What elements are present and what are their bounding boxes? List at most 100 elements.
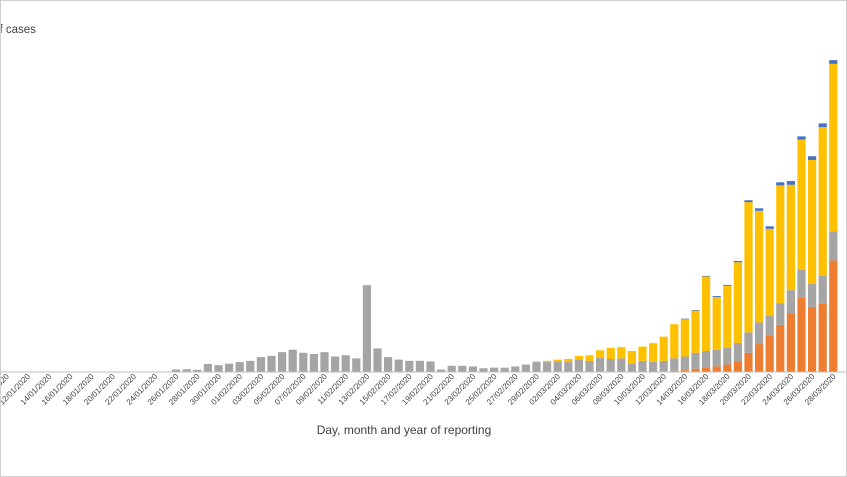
bar-segment-europe-68 — [702, 276, 711, 351]
bar-segment-asia-36 — [362, 285, 371, 372]
bar-segment-europe-69 — [712, 296, 721, 350]
bar-segment-america-75 — [776, 324, 785, 372]
bar-segment-asia-54 — [553, 361, 562, 372]
bar-segment-asia-34 — [341, 355, 350, 372]
bar-segment-asia-65 — [670, 358, 679, 371]
bar-segment-asia-39 — [394, 359, 403, 372]
bar-segment-asia-33 — [331, 356, 340, 372]
bar-segment-asia-73 — [755, 322, 764, 345]
bar-segment-asia-29 — [288, 349, 297, 372]
bar-segment-asia-66 — [680, 356, 689, 371]
bar-segment-europe-59 — [606, 347, 615, 359]
bar-segment-asia-68 — [702, 350, 711, 368]
bar-segment-asia-52 — [532, 362, 541, 372]
bar-segment-oceania-74 — [765, 226, 774, 229]
bar-segment-america-65 — [670, 370, 679, 372]
bar-segment-oceania-68 — [702, 275, 711, 277]
bar-segment-europe-61 — [627, 350, 636, 364]
x-axis-title: Day, month and year of reporting — [317, 423, 492, 437]
bar-segment-asia-27 — [267, 355, 276, 372]
bar-segment-oceania-75 — [776, 182, 785, 186]
bar-segment-america-72 — [744, 352, 753, 372]
bar-segment-asia-64 — [659, 360, 668, 372]
bar-segment-america-79 — [818, 303, 827, 372]
bar-segment-asia-72 — [744, 332, 753, 353]
bar-segment-oceania-66 — [680, 318, 689, 320]
bar-segment-asia-67 — [691, 352, 700, 369]
bar-segment-europe-66 — [680, 319, 689, 357]
bar-segment-europe-71 — [733, 262, 742, 343]
bar-segment-europe-52 — [532, 361, 541, 363]
bar-segment-asia-43 — [437, 369, 446, 372]
bar-segment-asia-79 — [818, 275, 827, 304]
bar-segment-asia-48 — [490, 367, 499, 372]
bar-segment-asia-32 — [320, 352, 329, 372]
bar-segment-america-69 — [712, 366, 721, 372]
bar-segment-europe-60 — [617, 347, 626, 359]
bar-segment-asia-57 — [585, 360, 594, 372]
bar-segment-asia-75 — [776, 303, 785, 325]
bar-segment-asia-80 — [829, 231, 838, 261]
bar-segment-america-70 — [723, 364, 732, 372]
bar-segment-oceania-70 — [723, 284, 732, 286]
bar-segment-europe-77 — [797, 139, 806, 270]
bar-segment-asia-28 — [278, 352, 287, 372]
bar-segment-asia-23 — [225, 363, 234, 372]
legend-title: Number of cases — [1, 24, 36, 36]
bar-segment-europe-62 — [638, 346, 647, 361]
bar-segment-asia-25 — [246, 360, 255, 372]
bar-segment-europe-65 — [670, 324, 679, 359]
bar-segment-asia-62 — [638, 360, 647, 372]
bar-segment-asia-20 — [193, 369, 202, 372]
bar-segment-asia-41 — [415, 360, 424, 372]
bar-segment-asia-21 — [203, 363, 212, 372]
bar-segment-oceania-80 — [829, 60, 838, 64]
bar-segment-europe-67 — [691, 310, 700, 353]
bar-segment-asia-77 — [797, 269, 806, 298]
bar-segment-asia-45 — [458, 365, 467, 372]
bar-segment-asia-42 — [426, 361, 435, 372]
bar-segment-asia-37 — [373, 348, 382, 372]
bar-segment-america-68 — [702, 367, 711, 372]
bar-segment-asia-58 — [596, 357, 605, 372]
bar-segment-europe-75 — [776, 185, 785, 304]
bar-segment-america-73 — [755, 344, 764, 372]
bar-segment-europe-74 — [765, 228, 774, 316]
bar-segment-asia-18 — [172, 369, 181, 372]
bar-segment-asia-47 — [479, 368, 488, 372]
bar-segment-oceania-69 — [712, 296, 721, 297]
bar-segment-oceania-67 — [691, 310, 700, 311]
bar-segment-asia-60 — [617, 358, 626, 372]
bar-segment-europe-72 — [744, 202, 753, 333]
bars-layer — [172, 60, 838, 372]
bar-segment-america-78 — [808, 306, 817, 372]
x-tick-labels: 08/01/202010/01/202012/01/202014/01/2020… — [1, 372, 838, 407]
bar-segment-asia-40 — [405, 360, 414, 372]
bar-segment-asia-46 — [468, 366, 477, 372]
bar-segment-europe-78 — [808, 159, 817, 284]
bar-segment-europe-79 — [818, 127, 827, 276]
bar-segment-asia-78 — [808, 283, 817, 307]
bar-segment-oceania-72 — [744, 200, 753, 203]
bar-segment-europe-63 — [649, 343, 658, 362]
bar-segment-oceania-77 — [797, 136, 806, 140]
bar-segment-asia-19 — [182, 369, 191, 372]
bar-segment-asia-30 — [299, 352, 308, 372]
bar-segment-asia-31 — [309, 354, 318, 372]
bar-segment-europe-76 — [786, 184, 795, 291]
bar-segment-europe-57 — [585, 355, 594, 361]
bar-segment-america-71 — [733, 361, 742, 372]
bar-segment-asia-63 — [649, 361, 658, 372]
bar-segment-asia-26 — [256, 357, 265, 372]
bar-segment-europe-55 — [564, 358, 573, 363]
bar-segment-asia-51 — [521, 364, 530, 372]
bar-segment-asia-71 — [733, 342, 742, 362]
bar-segment-asia-50 — [511, 366, 520, 372]
bar-segment-asia-22 — [214, 365, 223, 372]
bar-segment-asia-61 — [627, 363, 636, 372]
bar-segment-asia-56 — [574, 359, 583, 372]
legend: Number of cases OceaniaEuropeAmericaAsia — [1, 24, 36, 36]
bar-segment-europe-53 — [543, 360, 552, 363]
